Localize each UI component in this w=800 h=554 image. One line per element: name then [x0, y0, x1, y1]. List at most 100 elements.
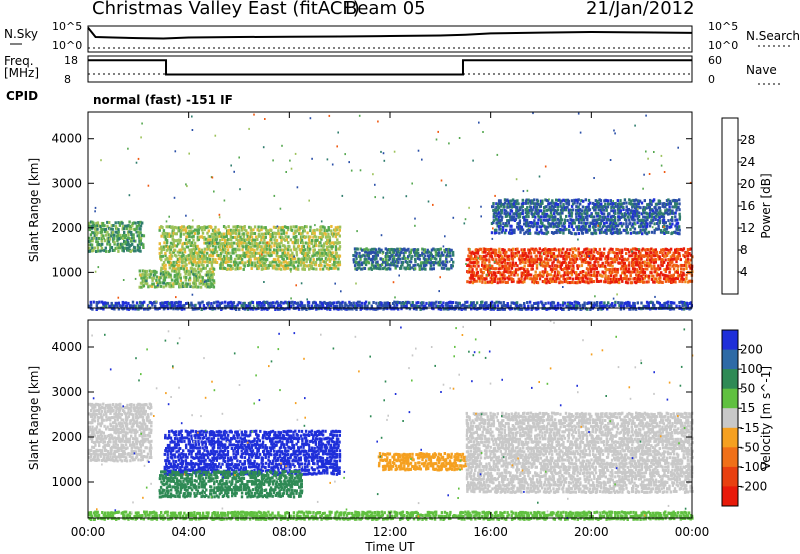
echo-cell: [104, 246, 107, 250]
echo-cell: [421, 261, 424, 265]
echo-cell: [188, 248, 191, 252]
echo-cell: [165, 241, 169, 244]
echo-cell: [559, 254, 563, 258]
echo-cell: [471, 250, 474, 254]
echo-cell: [451, 301, 455, 304]
echo-cell: [365, 247, 368, 251]
echo-cell: [299, 260, 303, 264]
echo-cell: [292, 225, 295, 229]
echo-cell: [106, 230, 109, 234]
echo-cell: [92, 236, 95, 240]
echo-cell: [523, 304, 526, 308]
echo-cell: [139, 239, 142, 243]
echo-cell: [626, 231, 630, 235]
echo-cell: [325, 266, 329, 270]
echo-cell: [554, 304, 557, 308]
echo-cell: [141, 269, 144, 273]
echo-cell: [175, 282, 178, 286]
echo-cell: [174, 278, 178, 282]
echo-cell: [264, 226, 267, 230]
echo-cell: [449, 254, 452, 258]
echo-cell: [576, 257, 579, 261]
echo-cell: [109, 248, 112, 252]
echo-cell: [181, 242, 184, 246]
echo-cell: [637, 211, 641, 215]
echo-cell: [135, 230, 138, 234]
echo-cell: [175, 232, 178, 236]
echo-cell: [519, 261, 522, 265]
echo-cell: [182, 285, 185, 288]
echo-cell: [282, 257, 285, 261]
echo-cell: [407, 247, 410, 251]
echo-cell: [654, 218, 657, 221]
echo-cell: [358, 300, 361, 304]
echo-cell: [201, 231, 205, 235]
echo-cell: [248, 304, 252, 308]
echo-cell: [317, 244, 321, 248]
echo-cell: [517, 250, 520, 254]
echo-cell: [225, 257, 228, 261]
echo-cell: [378, 250, 382, 254]
echo-cell: [111, 230, 115, 234]
echo-cell: [352, 254, 355, 257]
echo-cell: [172, 226, 175, 230]
echo-cell: [536, 304, 540, 308]
echo-cell: [302, 245, 306, 248]
echo-cell: [481, 280, 484, 284]
echo-cell: [397, 250, 400, 254]
echo-cell: [129, 243, 132, 247]
echo-cell: [617, 301, 620, 305]
echo-cell: [394, 260, 397, 264]
echo-cell: [306, 257, 310, 261]
echo-cell: [178, 282, 181, 286]
echo-cell: [327, 254, 330, 258]
echo-cell: [676, 268, 679, 272]
echo-cell: [521, 257, 524, 261]
echo-cell: [358, 254, 361, 258]
echo-cell: [163, 275, 167, 279]
echo-cell: [278, 267, 281, 271]
echo-cell: [650, 277, 654, 281]
echo-cell: [243, 228, 246, 232]
echo-cell: [334, 228, 337, 232]
echo-cell: [124, 246, 127, 250]
echo-cell: [405, 248, 409, 252]
echo-cell: [232, 251, 235, 255]
echo-cell: [319, 261, 322, 265]
echo-cell: [657, 224, 660, 228]
echo-cell: [408, 250, 411, 254]
echo-cell: [113, 233, 116, 237]
echo-cell: [475, 258, 478, 262]
echo-cell: [433, 260, 436, 264]
echo-cell: [531, 260, 535, 264]
echo-cell: [117, 301, 121, 305]
echo-cell: [647, 230, 650, 234]
echo-cell: [220, 261, 223, 265]
echo-cell: [496, 261, 499, 265]
echo-cell: [322, 225, 325, 229]
echo-cell: [317, 251, 321, 255]
echo-cell: [374, 264, 378, 268]
echo-cell: [485, 248, 488, 252]
echo-cell: [408, 260, 411, 264]
echo-cell: [228, 258, 231, 261]
echo-cell: [556, 273, 560, 277]
echo-cell: [228, 242, 231, 246]
echo-cell: [221, 247, 225, 251]
echo-cell: [633, 267, 637, 271]
echo-cell: [629, 227, 632, 231]
echo-cell: [170, 284, 174, 288]
echo-cell: [508, 274, 511, 278]
echo-cell: [530, 247, 533, 251]
echo-cell: [588, 224, 591, 228]
echo-cell: [183, 275, 186, 279]
echo-cell: [516, 254, 519, 258]
echo-cell: [308, 267, 311, 271]
echo-cell: [492, 267, 495, 271]
echo-cell: [327, 248, 330, 252]
echo-cell: [333, 232, 336, 236]
echo-cell: [188, 282, 192, 286]
echo-cell: [297, 264, 300, 268]
echo-cell: [620, 251, 624, 255]
echo-cell: [301, 304, 304, 308]
